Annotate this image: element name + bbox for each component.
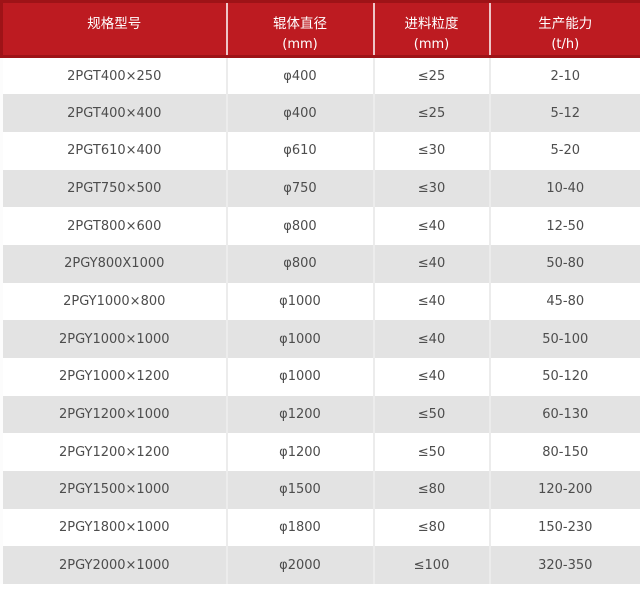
column-unit: (mm): [282, 37, 318, 52]
cell-roller_diameter_mm: φ1200: [225, 395, 374, 434]
cell-capacity_tph: 10-40: [488, 169, 640, 208]
column-title: 生产能力: [538, 16, 593, 32]
cell-capacity_tph: 120-200: [488, 471, 640, 509]
cell-model: 2PGT400×250: [0, 56, 227, 95]
spec-table-header: 规格型号 辊体直径 (mm) 进料粒度 (mm) 生产能力 (t/h): [0, 0, 640, 58]
cell-feed_size_mm: ≤80: [372, 508, 490, 547]
column-header-roller-diameter: 辊体直径 (mm): [225, 0, 374, 58]
cell-capacity_tph: 50-100: [488, 320, 640, 358]
table-row: 2PGT400×250 φ400 ≤25 2-10: [0, 56, 640, 95]
table-row: 2PGT610×400 φ610 ≤30 5-20: [0, 131, 640, 170]
table-row: 2PGY2000×1000 φ2000 ≤100 320-350: [0, 546, 640, 585]
cell-roller_diameter_mm: φ400: [225, 94, 374, 132]
table-row: 2PGY1000×800 φ1000 ≤40 45-80: [0, 282, 640, 321]
cell-feed_size_mm: ≤50: [372, 395, 490, 434]
column-title: 辊体直径: [273, 16, 327, 32]
cell-model: 2PGY1000×1000: [0, 320, 227, 358]
cell-model: 2PGY1500×1000: [0, 471, 227, 509]
cell-roller_diameter_mm: φ1200: [225, 433, 374, 472]
cell-feed_size_mm: ≤25: [372, 94, 490, 132]
cell-feed_size_mm: ≤40: [372, 320, 490, 358]
cell-capacity_tph: 5-20: [488, 131, 640, 170]
cell-feed_size_mm: ≤25: [372, 56, 490, 95]
cell-roller_diameter_mm: φ610: [225, 131, 374, 170]
cell-roller_diameter_mm: φ1500: [225, 471, 374, 509]
table-row: 2PGY1200×1000 φ1200 ≤50 60-130: [0, 395, 640, 434]
cell-roller_diameter_mm: φ750: [225, 169, 374, 208]
column-header-feed-size: 进料粒度 (mm): [372, 0, 490, 58]
table-row: 2PGT400×400 φ400 ≤25 5-12: [0, 94, 640, 132]
cell-capacity_tph: 150-230: [488, 508, 640, 547]
column-title: 规格型号: [87, 16, 142, 32]
cell-feed_size_mm: ≤40: [372, 282, 490, 321]
cell-roller_diameter_mm: φ1800: [225, 508, 374, 547]
cell-roller_diameter_mm: φ800: [225, 244, 374, 283]
column-unit: (mm): [413, 37, 450, 52]
table-row: 2PGY1000×1000 φ1000 ≤40 50-100: [0, 320, 640, 358]
cell-roller_diameter_mm: φ2000: [225, 546, 374, 585]
cell-capacity_tph: 2-10: [488, 56, 640, 95]
cell-feed_size_mm: ≤40: [372, 244, 490, 283]
cell-capacity_tph: 50-80: [488, 244, 640, 283]
cell-capacity_tph: 320-350: [488, 546, 640, 585]
column-unit: (t/h): [551, 37, 580, 52]
table-row: 2PGT750×500 φ750 ≤30 10-40: [0, 169, 640, 208]
cell-capacity_tph: 12-50: [488, 207, 640, 245]
cell-model: 2PGT800×600: [0, 207, 227, 245]
cell-feed_size_mm: ≤40: [372, 358, 490, 396]
cell-feed_size_mm: ≤100: [372, 546, 490, 585]
cell-model: 2PGY1200×1200: [0, 433, 227, 472]
table-row: 2PGY1000×1200 φ1000 ≤40 50-120: [0, 358, 640, 396]
cell-model: 2PGY1200×1000: [0, 395, 227, 434]
cell-model: 2PGT400×400: [0, 94, 227, 132]
cell-feed_size_mm: ≤50: [372, 433, 490, 472]
cell-capacity_tph: 60-130: [488, 395, 640, 434]
cell-model: 2PGY1000×800: [0, 282, 227, 321]
cell-feed_size_mm: ≤80: [372, 471, 490, 509]
cell-model: 2PGY1800×1000: [0, 508, 227, 547]
cell-feed_size_mm: ≤30: [372, 131, 490, 170]
cell-roller_diameter_mm: φ800: [225, 207, 374, 245]
cell-model: 2PGY800X1000: [0, 244, 227, 283]
table-row: 2PGT800×600 φ800 ≤40 12-50: [0, 207, 640, 245]
cell-feed_size_mm: ≤40: [372, 207, 490, 245]
cell-capacity_tph: 50-120: [488, 358, 640, 396]
table-row: 2PGY1200×1200 φ1200 ≤50 80-150: [0, 433, 640, 472]
cell-capacity_tph: 45-80: [488, 282, 640, 321]
spec-table-body: 2PGT400×250 φ400 ≤25 2-10 2PGT400×400 φ400 ≤25…: [0, 56, 640, 585]
table-row: 2PGY1500×1000 φ1500 ≤80 120-200: [0, 471, 640, 509]
cell-model: 2PGT750×500: [0, 169, 227, 208]
column-title: 进料粒度: [404, 16, 459, 32]
header-row: 规格型号 辊体直径 (mm) 进料粒度 (mm) 生产能力 (t/h): [0, 0, 640, 58]
cell-capacity_tph: 5-12: [488, 94, 640, 132]
cell-feed_size_mm: ≤30: [372, 169, 490, 208]
cell-roller_diameter_mm: φ400: [225, 56, 374, 95]
column-header-model: 规格型号: [0, 0, 227, 58]
cell-model: 2PGY1000×1200: [0, 358, 227, 396]
cell-model: 2PGY2000×1000: [0, 546, 227, 585]
cell-roller_diameter_mm: φ1000: [225, 320, 374, 358]
column-header-capacity: 生产能力 (t/h): [488, 0, 640, 58]
cell-model: 2PGT610×400: [0, 131, 227, 170]
table-row: 2PGY1800×1000 φ1800 ≤80 150-230: [0, 508, 640, 547]
cell-capacity_tph: 80-150: [488, 433, 640, 472]
cell-roller_diameter_mm: φ1000: [225, 358, 374, 396]
cell-roller_diameter_mm: φ1000: [225, 282, 374, 321]
table-row: 2PGY800X1000 φ800 ≤40 50-80: [0, 244, 640, 283]
